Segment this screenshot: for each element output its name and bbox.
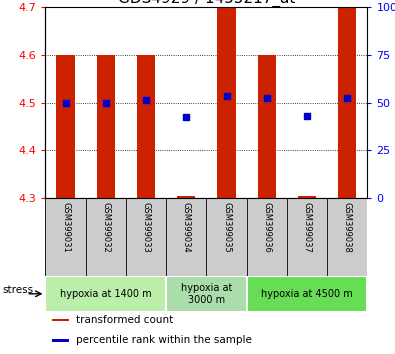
Text: GSM399032: GSM399032 <box>101 202 110 253</box>
Point <box>62 100 69 105</box>
Bar <box>166 276 246 312</box>
Text: percentile rank within the sample: percentile rank within the sample <box>75 335 252 345</box>
Point <box>223 93 229 99</box>
Text: GSM399036: GSM399036 <box>262 202 271 253</box>
Bar <box>52 319 69 321</box>
Text: hypoxia at 4500 m: hypoxia at 4500 m <box>261 289 353 299</box>
Text: transformed count: transformed count <box>75 315 173 325</box>
Text: GSM399031: GSM399031 <box>61 202 70 253</box>
Bar <box>218 7 235 198</box>
Bar <box>338 7 356 198</box>
Bar <box>52 339 69 342</box>
Text: GSM399033: GSM399033 <box>141 202 150 253</box>
Bar <box>177 196 195 198</box>
Bar <box>298 196 316 198</box>
Bar <box>258 55 276 198</box>
Text: GSM399037: GSM399037 <box>303 202 312 253</box>
Point <box>183 114 190 120</box>
Text: hypoxia at 1400 m: hypoxia at 1400 m <box>60 289 152 299</box>
Point <box>344 95 350 101</box>
Title: GDS4929 / 1455217_at: GDS4929 / 1455217_at <box>118 0 295 7</box>
Bar <box>56 55 75 198</box>
Point <box>263 95 270 101</box>
Text: GSM399038: GSM399038 <box>343 202 352 253</box>
Text: GSM399035: GSM399035 <box>222 202 231 253</box>
Bar <box>137 55 155 198</box>
Bar <box>246 276 367 312</box>
Bar <box>45 276 166 312</box>
Point <box>143 97 149 103</box>
Text: stress: stress <box>2 285 33 295</box>
Text: GSM399034: GSM399034 <box>182 202 191 253</box>
Text: hypoxia at
3000 m: hypoxia at 3000 m <box>181 283 232 305</box>
Point <box>103 100 109 105</box>
Point <box>304 113 310 118</box>
Bar <box>97 55 115 198</box>
